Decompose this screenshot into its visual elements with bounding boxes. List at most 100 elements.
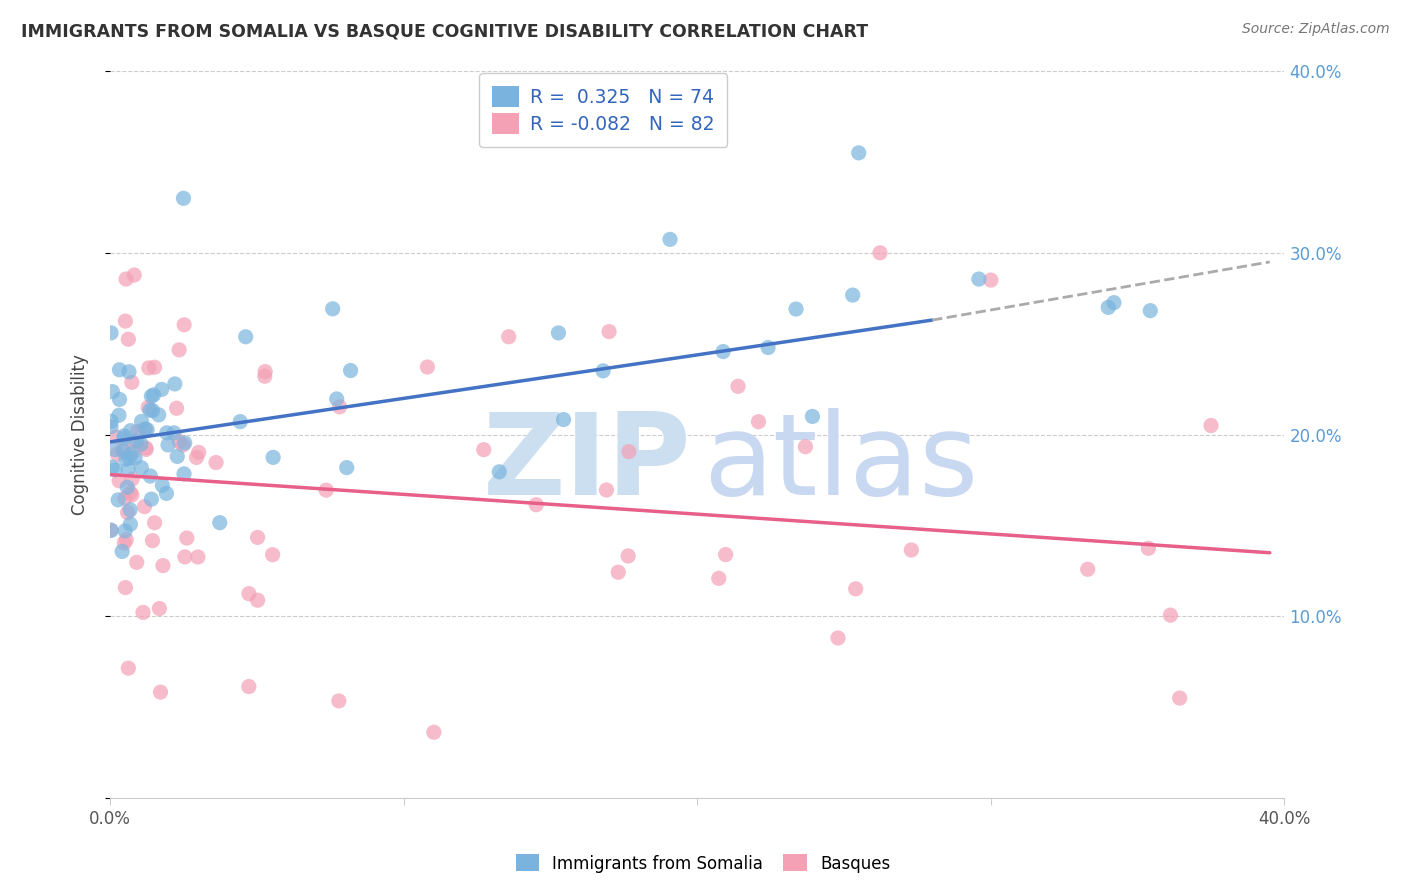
Point — [101, 460, 124, 475]
Point — [120, 424, 142, 438]
Point — [208, 516, 231, 530]
Point — [121, 376, 143, 390]
Point — [112, 429, 135, 443]
Point — [112, 431, 135, 445]
Point — [1097, 301, 1119, 315]
Legend: Immigrants from Somalia, Basques: Immigrants from Somalia, Basques — [509, 847, 897, 880]
Point — [229, 415, 252, 429]
Point — [132, 606, 155, 620]
Point — [114, 314, 136, 328]
Point — [173, 318, 195, 332]
Point — [553, 412, 575, 426]
Point — [108, 363, 131, 377]
Point — [166, 450, 188, 464]
Point — [131, 460, 153, 475]
Point — [143, 516, 166, 530]
Point — [794, 440, 817, 454]
Point — [141, 533, 163, 548]
Point — [801, 409, 824, 424]
Point — [900, 543, 922, 558]
Point — [112, 536, 135, 550]
Text: IMMIGRANTS FROM SOMALIA VS BASQUE COGNITIVE DISABILITY CORRELATION CHART: IMMIGRANTS FROM SOMALIA VS BASQUE COGNIT… — [21, 22, 869, 40]
Point — [262, 548, 284, 562]
Point — [100, 524, 122, 538]
Point — [143, 360, 166, 375]
Point — [120, 517, 142, 532]
Point — [980, 273, 1002, 287]
Point — [135, 423, 157, 437]
Point — [845, 582, 868, 596]
Point — [122, 268, 145, 282]
Point — [827, 631, 849, 645]
Point — [108, 392, 131, 407]
Point — [592, 364, 614, 378]
Point — [108, 474, 131, 488]
Point — [607, 566, 630, 580]
Point — [117, 332, 139, 346]
Point — [117, 480, 139, 494]
Point — [967, 272, 990, 286]
Point — [238, 680, 260, 694]
Point — [1168, 691, 1191, 706]
Point — [115, 533, 138, 547]
Point — [1137, 541, 1160, 556]
Point — [149, 685, 172, 699]
Point — [416, 359, 439, 374]
Point — [246, 530, 269, 544]
Point — [105, 430, 128, 444]
Point — [104, 463, 127, 477]
Point — [141, 492, 163, 507]
Point — [238, 587, 260, 601]
Point — [120, 502, 142, 516]
Point — [524, 498, 547, 512]
Point — [121, 472, 143, 486]
Point — [142, 403, 165, 417]
Point — [172, 438, 194, 452]
Point — [120, 447, 142, 461]
Point — [173, 436, 195, 450]
Point — [848, 145, 870, 160]
Point — [118, 451, 141, 466]
Point — [869, 245, 891, 260]
Point — [488, 465, 510, 479]
Point — [136, 423, 159, 437]
Point — [107, 447, 129, 461]
Point — [117, 506, 139, 520]
Point — [107, 492, 129, 507]
Point — [111, 443, 134, 458]
Point — [322, 301, 344, 316]
Point — [135, 442, 157, 457]
Point — [186, 450, 208, 465]
Point — [756, 341, 779, 355]
Point — [156, 425, 179, 440]
Point — [100, 419, 122, 434]
Point — [547, 326, 569, 340]
Point — [1102, 295, 1125, 310]
Point — [1199, 418, 1222, 433]
Point — [139, 469, 162, 483]
Point — [148, 408, 170, 422]
Point — [329, 400, 352, 414]
Point — [598, 325, 620, 339]
Point — [100, 414, 122, 428]
Point — [339, 363, 361, 377]
Point — [325, 392, 347, 406]
Point — [747, 415, 769, 429]
Point — [148, 601, 170, 615]
Point — [124, 450, 146, 465]
Point — [141, 389, 163, 403]
Point — [166, 401, 188, 416]
Point — [118, 365, 141, 379]
Point — [125, 555, 148, 569]
Point — [129, 437, 152, 451]
Point — [235, 330, 257, 344]
Point — [117, 462, 139, 476]
Point — [115, 272, 138, 286]
Point — [104, 442, 127, 457]
Point — [114, 524, 136, 538]
Point — [120, 485, 142, 500]
Point — [163, 376, 186, 391]
Point — [472, 442, 495, 457]
Point — [173, 467, 195, 481]
Point — [112, 444, 135, 458]
